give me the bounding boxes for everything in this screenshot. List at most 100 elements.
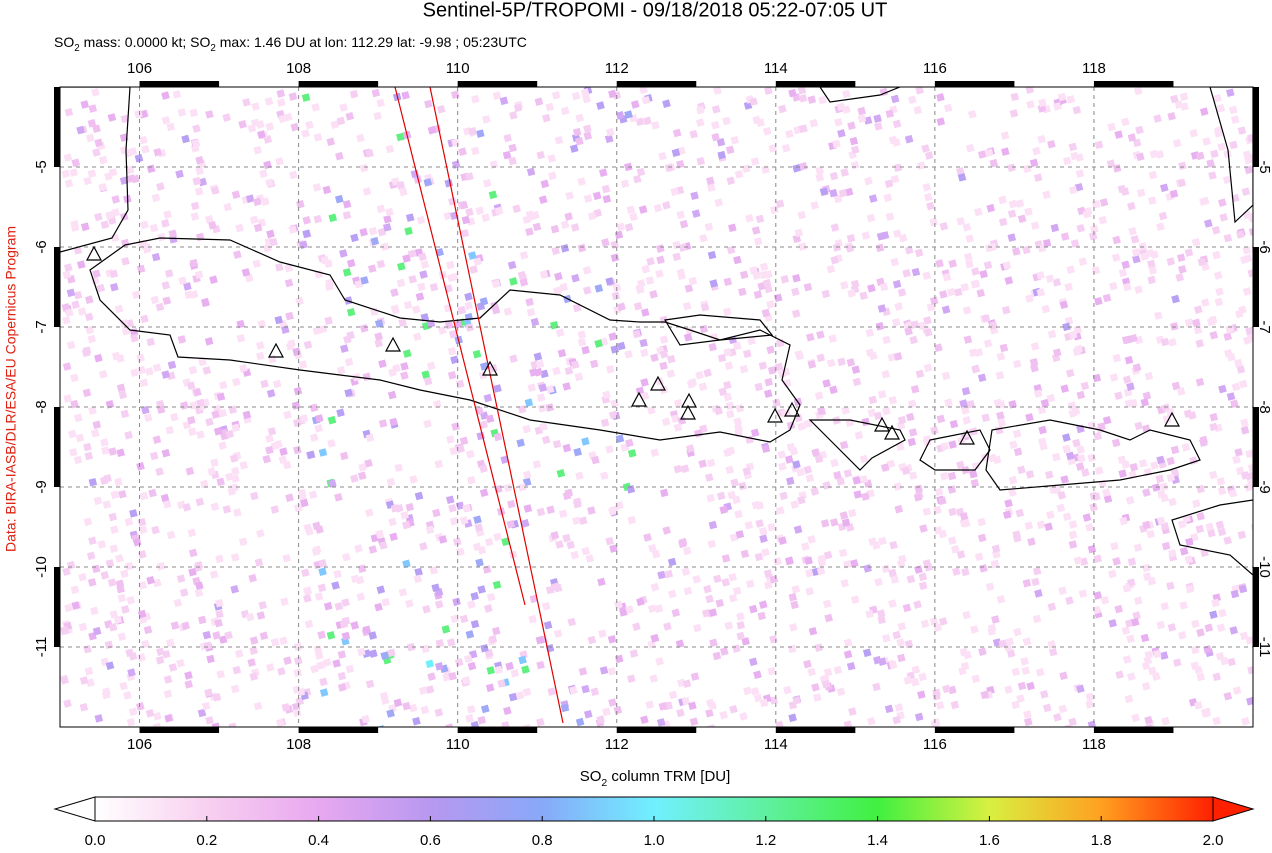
pixel [773,557,782,566]
pixel [1199,438,1208,447]
pixel [1184,248,1194,257]
pixel [807,360,817,369]
pixel [706,458,716,468]
pixel [1195,339,1205,348]
pixel [1112,557,1121,566]
pixel [872,682,881,692]
pixel [571,273,580,283]
pixel [564,366,574,376]
frame-bar [54,567,60,647]
pixel [205,110,214,119]
pixel [127,174,136,183]
pixel [696,118,705,127]
pixel [532,222,542,232]
pixel [662,526,671,535]
pixel [1140,633,1150,643]
pixel [936,93,945,102]
pixel [412,305,421,314]
pixel [539,270,549,279]
pixel [923,328,933,337]
pixel [885,212,895,221]
pixel [178,276,187,286]
pixel [262,454,271,464]
pixel [80,100,90,109]
pixel [814,643,824,652]
pixel [824,613,833,623]
pixel [952,567,961,576]
pixel [1245,449,1253,459]
pixel [342,268,352,277]
pixel [253,701,263,711]
pixel [1223,149,1232,159]
pixel [295,296,304,306]
pixel [753,693,763,703]
pixel [176,574,186,583]
pixel [164,269,174,278]
pixel [341,553,351,562]
pixel [341,631,351,641]
pixel [607,666,617,676]
pixel [337,671,347,681]
pixel [1088,231,1098,241]
pixel [600,471,609,481]
pixel [297,488,307,498]
pixel [475,558,484,567]
coastline [985,419,1201,491]
coastlines [60,87,1253,576]
pixel [274,262,284,272]
pixel [105,559,115,568]
pixel [843,469,853,478]
pixel [1147,275,1156,285]
pixel [562,533,571,543]
pixel [184,680,194,689]
pixel [656,718,666,727]
pixel [999,343,1009,353]
pixel [557,348,567,358]
frame-bar [1093,81,1174,87]
pixel [649,290,658,299]
pixel [1078,257,1088,266]
pixel [100,438,109,447]
pixel [998,217,1008,227]
frame-bar [54,87,60,167]
pixel [230,483,239,492]
pixel [1085,523,1094,532]
pixel [786,442,796,452]
pixel [310,664,319,674]
pixel [424,99,433,109]
frame-bar [616,81,697,87]
pixel [971,267,980,276]
pixel [1060,384,1070,393]
pixel [861,492,870,501]
grid [60,87,1253,727]
pixel [345,664,355,674]
pixel [1033,173,1043,182]
pixel [841,518,851,527]
pixel [111,208,120,217]
pixel [1121,626,1131,635]
pixel [157,232,166,242]
pixel [545,384,555,394]
pixel [313,645,323,654]
pixel [85,295,94,304]
pixel [94,353,103,363]
pixel [956,216,966,226]
pixel [1195,524,1205,534]
pixel [1078,589,1088,598]
pixel [141,639,150,649]
pixel [809,118,819,128]
pixel [580,88,590,97]
pixel [850,595,860,604]
pixel [754,552,764,562]
pixel [1170,94,1179,104]
pixel [1024,521,1034,530]
pixel [137,653,146,662]
pixel [68,429,77,439]
pixel [1216,477,1226,486]
pixel [836,102,846,112]
pixel [1140,252,1149,261]
pixel [350,233,359,243]
pixel [713,87,722,95]
pixel [587,635,597,645]
pixel [270,505,280,514]
